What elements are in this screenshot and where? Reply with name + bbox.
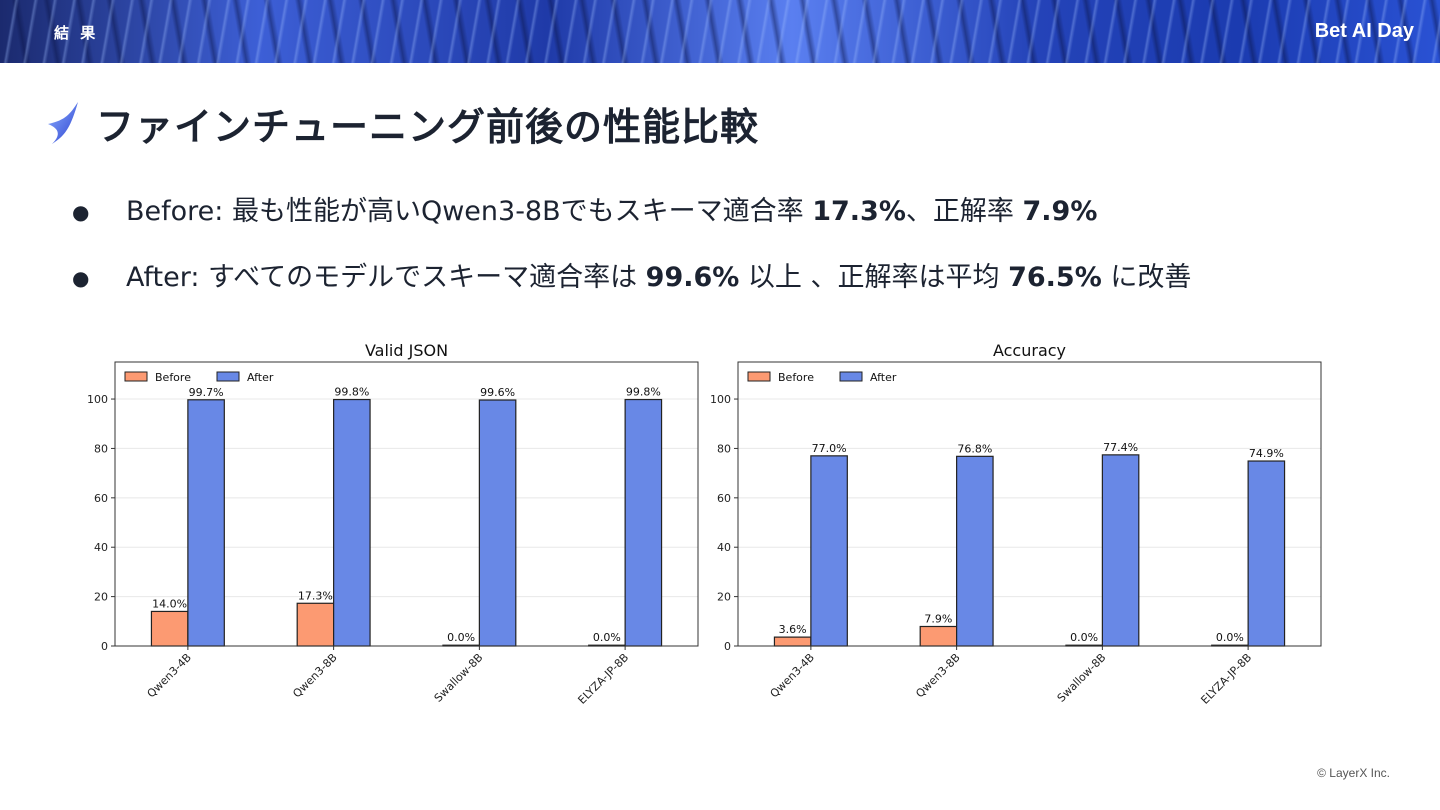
header-banner: 結 果 Bet AI Day (0, 0, 1440, 63)
legend-label-before: Before (155, 371, 191, 384)
chart-accuracy-svg: Accuracy 0 20 40 60 80 100 3.6% 77.0% Qwen3-4B 7.9… (710, 341, 1322, 707)
y-tick-label: 20 (717, 591, 731, 604)
chart-accuracy: Accuracy 0 20 40 60 80 100 3.6% 77.0% Qwen3-4B 7.9… (693, 335, 1333, 729)
bar-before (919, 625, 958, 647)
x-tick-label: Qwen3-8B (290, 651, 339, 700)
data-label: 99.8% (626, 386, 661, 399)
x-tick-label: Qwen3-4B (145, 651, 194, 700)
bar-after (810, 455, 848, 647)
bullet-before-schema-rate: 17.3% (812, 196, 906, 227)
plot-frame (114, 361, 699, 647)
legend-label-before: Before (778, 371, 814, 384)
chart-title: Accuracy (993, 341, 1066, 360)
plot-frame (737, 361, 1322, 647)
bullet-before: ● Before: 最も性能が高いQwen3-8Bでもスキーマ適合率 17.3%… (72, 192, 1372, 258)
x-tick-label: Qwen3-4B (768, 651, 817, 700)
y-tick-label: 100 (87, 393, 108, 406)
bar-before (150, 610, 189, 647)
legend-swatch-after (839, 371, 863, 382)
y-tick-label: 0 (101, 640, 108, 653)
chart-valid-json: Valid JSON 0 20 40 60 80 100 14.0% 99.7% Qwen3-4B… (70, 335, 710, 729)
data-label: 17.3% (298, 589, 333, 602)
bullet-text: Before: 最も性能が高いQwen3-8Bでもスキーマ適合率 17.3%、正… (126, 192, 1097, 232)
data-label: 0.0% (1070, 631, 1098, 644)
y-tick-label: 40 (94, 541, 108, 554)
bullet-dot: ● (72, 200, 90, 224)
x-tick-label: ELYZA-JP-8B (1198, 651, 1254, 707)
data-label: 99.7% (189, 386, 224, 399)
x-tick-label: Swallow-8B (1055, 651, 1109, 705)
y-tick-label: 60 (94, 492, 108, 505)
bullet-after-accuracy: 76.5% (1008, 262, 1102, 293)
bar-after (1247, 460, 1286, 647)
y-tick-label: 80 (94, 442, 108, 455)
bullet-after: ● After: すべてのモデルでスキーマ適合率は 99.6% 以上 、正解率は… (72, 258, 1372, 324)
legend-swatch-after (216, 371, 240, 382)
bullet-text: After: すべてのモデルでスキーマ適合率は 99.6% 以上 、正解率は平均… (126, 258, 1191, 298)
bar-after (624, 398, 663, 647)
data-label: 0.0% (447, 631, 475, 644)
chart-valid-json-svg: Valid JSON 0 20 40 60 80 100 14.0% 99.7% Qwen3-4B… (87, 341, 699, 707)
data-label: 14.0% (152, 597, 187, 610)
brand-logo: Bet AI Day (1314, 20, 1414, 42)
bullet-after-schema-rate: 99.6% (645, 262, 740, 293)
bar-before (773, 636, 812, 647)
bullet-before-accuracy: 7.9% (1022, 196, 1098, 227)
legend-swatch-before (124, 371, 148, 382)
data-label: 99.8% (334, 386, 369, 399)
y-tick-label: 60 (717, 492, 731, 505)
bar-after (1101, 454, 1140, 647)
data-label: 99.6% (480, 386, 515, 399)
data-label: 77.4% (1103, 441, 1138, 454)
data-label: 76.8% (957, 442, 992, 455)
data-label: 77.0% (812, 442, 847, 455)
data-label: 0.0% (1216, 631, 1244, 644)
bullet-after-prefix: After: すべてのモデルでスキーマ適合率は (126, 262, 646, 293)
y-tick-label: 80 (717, 442, 731, 455)
page-title: ファインチューニング前後の性能比較 (96, 105, 760, 149)
legend-swatch-before (747, 371, 771, 382)
bullet-dot: ● (72, 266, 90, 290)
bar-before (296, 602, 335, 647)
section-label: 結 果 (54, 24, 99, 42)
legend-label-after: After (247, 371, 274, 384)
copyright: © LayerX Inc. (1317, 766, 1390, 780)
bullet-after-suffix: に改善 (1101, 262, 1192, 293)
bar-after (956, 455, 994, 647)
bar-after (478, 399, 517, 647)
bar-after (333, 398, 371, 647)
bullet-list: ● Before: 最も性能が高いQwen3-8Bでもスキーマ適合率 17.3%… (72, 192, 1372, 324)
data-label: 74.9% (1249, 447, 1284, 460)
data-label: 7.9% (924, 612, 952, 625)
y-tick-label: 40 (717, 541, 731, 554)
x-tick-label: Swallow-8B (432, 651, 486, 705)
data-label: 3.6% (779, 623, 807, 636)
x-tick-label: ELYZA-JP-8B (575, 651, 631, 707)
bullet-after-mid: 以上 、正解率は平均 (739, 262, 1009, 293)
chart-title: Valid JSON (365, 341, 448, 360)
bullet-before-prefix: Before: 最も性能が高いQwen3-8Bでもスキーマ適合率 (126, 196, 813, 227)
bullet-before-mid: 、正解率 (905, 196, 1023, 227)
y-tick-label: 100 (710, 393, 731, 406)
sparkle-icon (48, 102, 78, 144)
data-label: 0.0% (593, 631, 621, 644)
y-tick-label: 0 (724, 640, 731, 653)
legend-label-after: After (870, 371, 897, 384)
x-tick-label: Qwen3-8B (913, 651, 962, 700)
y-tick-label: 20 (94, 591, 108, 604)
bar-after (187, 399, 225, 647)
